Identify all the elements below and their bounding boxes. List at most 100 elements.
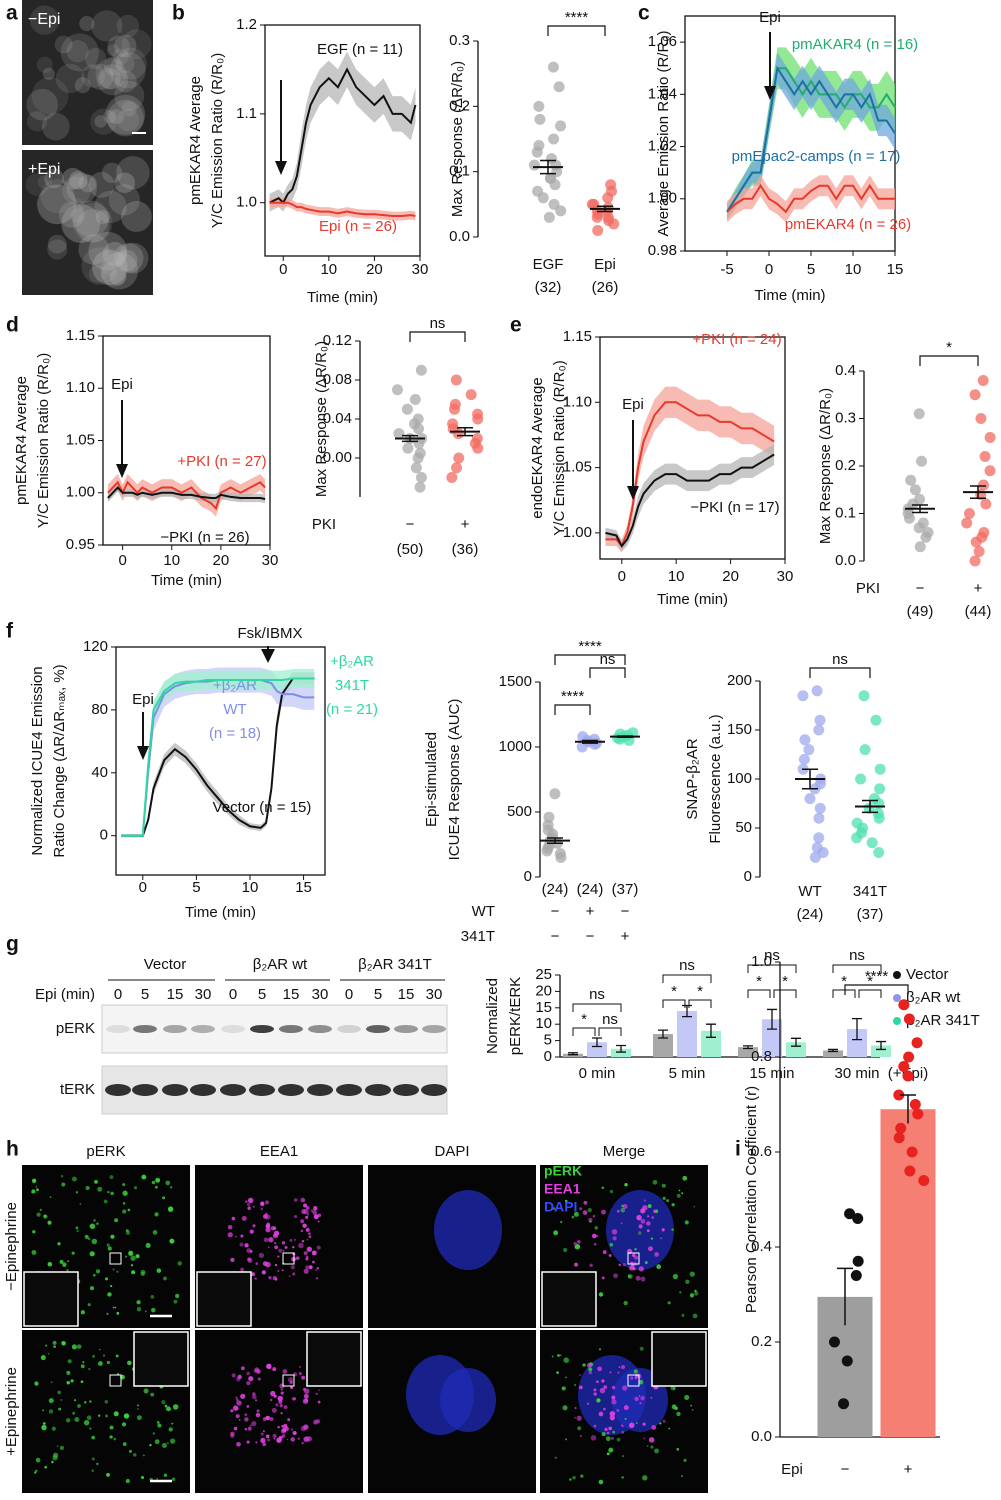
speckle xyxy=(67,1359,72,1364)
column-label: Merge xyxy=(603,1143,646,1160)
speckle xyxy=(286,1438,289,1441)
speckle xyxy=(280,1391,284,1395)
speckle xyxy=(236,1398,239,1402)
y-tick-label: 25 xyxy=(535,966,552,983)
cell-texture xyxy=(47,234,67,254)
y-tick-label: 0.2 xyxy=(449,97,470,114)
speckle xyxy=(317,1400,321,1404)
data-point xyxy=(979,451,991,462)
cell-texture xyxy=(61,167,84,190)
cell-texture xyxy=(120,201,152,232)
y-tick-label: 1.10 xyxy=(563,393,592,410)
arrow-head xyxy=(275,161,287,175)
speckle xyxy=(31,1178,37,1183)
data-point xyxy=(912,1108,924,1120)
speckle xyxy=(631,1267,635,1271)
cell-texture xyxy=(85,47,107,70)
speckle xyxy=(47,1220,52,1225)
speckle xyxy=(106,1472,110,1477)
speckle xyxy=(690,1404,692,1407)
speckle xyxy=(621,1204,624,1208)
cell-texture xyxy=(113,34,137,58)
y-tick-label: 0.98 xyxy=(648,242,677,259)
count-label: (24) xyxy=(577,881,604,898)
speckle xyxy=(638,1395,641,1397)
speckle xyxy=(265,1200,270,1205)
speckle xyxy=(678,1189,681,1192)
speckle xyxy=(569,1478,572,1481)
data-point xyxy=(414,481,426,493)
error-bar xyxy=(592,1037,602,1048)
speckle xyxy=(277,1269,280,1273)
cell-texture xyxy=(106,44,120,57)
blot-band xyxy=(365,1084,391,1096)
speckle xyxy=(315,1277,319,1280)
y-tick-label: 1.15 xyxy=(66,327,95,344)
sem-bar xyxy=(540,159,556,175)
data-point xyxy=(547,61,559,73)
speckle xyxy=(246,1248,252,1254)
panel-a-images xyxy=(22,0,153,295)
speckle xyxy=(76,1229,79,1233)
speckle xyxy=(239,1242,244,1247)
blot-band xyxy=(421,1084,447,1096)
speckle xyxy=(622,1455,624,1457)
cell-texture xyxy=(87,63,114,90)
speckle xyxy=(601,1209,606,1215)
speckle xyxy=(560,1220,563,1224)
y-tick-label: 1000 xyxy=(499,738,532,755)
sem-bar xyxy=(912,504,928,514)
speckle xyxy=(278,1248,283,1253)
y-tick-label: 1.10 xyxy=(66,379,95,396)
arrow-head xyxy=(764,86,776,100)
inset-marker xyxy=(627,1252,640,1265)
data-point xyxy=(413,437,425,449)
speckle xyxy=(620,1424,623,1427)
cell-texture xyxy=(36,56,53,73)
speckle xyxy=(246,1440,250,1444)
speckle xyxy=(245,1200,248,1203)
significance-bracket xyxy=(409,331,466,342)
speckle xyxy=(227,1224,233,1230)
data-point xyxy=(592,224,604,236)
speckle xyxy=(681,1313,685,1317)
speckle xyxy=(35,1185,38,1188)
speckle xyxy=(302,1398,309,1405)
speckle xyxy=(315,1269,318,1272)
speckle xyxy=(91,1435,95,1440)
y-axis-label: endoEKAR4 Average xyxy=(529,377,546,519)
speckle xyxy=(583,1200,588,1205)
y-tick-label: 0.6 xyxy=(751,1143,772,1160)
speckle xyxy=(643,1199,646,1202)
speckle xyxy=(650,1237,654,1240)
y-axis-label: Fluorescence (a.u.) xyxy=(707,714,724,843)
cell-texture xyxy=(94,190,127,224)
speckle xyxy=(175,1293,180,1299)
y-tick-label: 0.0 xyxy=(835,552,856,569)
speckle xyxy=(684,1394,690,1401)
speckle xyxy=(299,1366,301,1368)
speckle xyxy=(71,1251,75,1255)
y-tick-label: 0 xyxy=(744,868,752,885)
cell-texture xyxy=(42,67,55,80)
y-axis-label: Normalized ICUE4 Emission xyxy=(29,666,46,855)
lane-label: 0 xyxy=(345,986,353,1003)
speckle xyxy=(246,1202,251,1207)
speckle xyxy=(152,1432,156,1435)
cell-texture xyxy=(92,249,128,286)
speckle xyxy=(133,1186,138,1190)
speckle xyxy=(35,1469,38,1472)
speckle xyxy=(60,1399,63,1401)
lane-label: 30 xyxy=(312,986,329,1003)
speckle xyxy=(676,1193,681,1198)
speckle xyxy=(47,1261,53,1267)
x-tick-label: 10 xyxy=(163,552,180,569)
speckle xyxy=(635,1422,638,1425)
x-axis-label: Time (min) xyxy=(151,572,222,589)
series-label: +PKI (n = 24) xyxy=(692,331,781,348)
speckle xyxy=(624,1417,627,1420)
speckle xyxy=(85,1186,90,1191)
speckle xyxy=(638,1224,643,1229)
y-tick-label: 0.3 xyxy=(835,409,856,426)
speckle xyxy=(166,1442,169,1445)
